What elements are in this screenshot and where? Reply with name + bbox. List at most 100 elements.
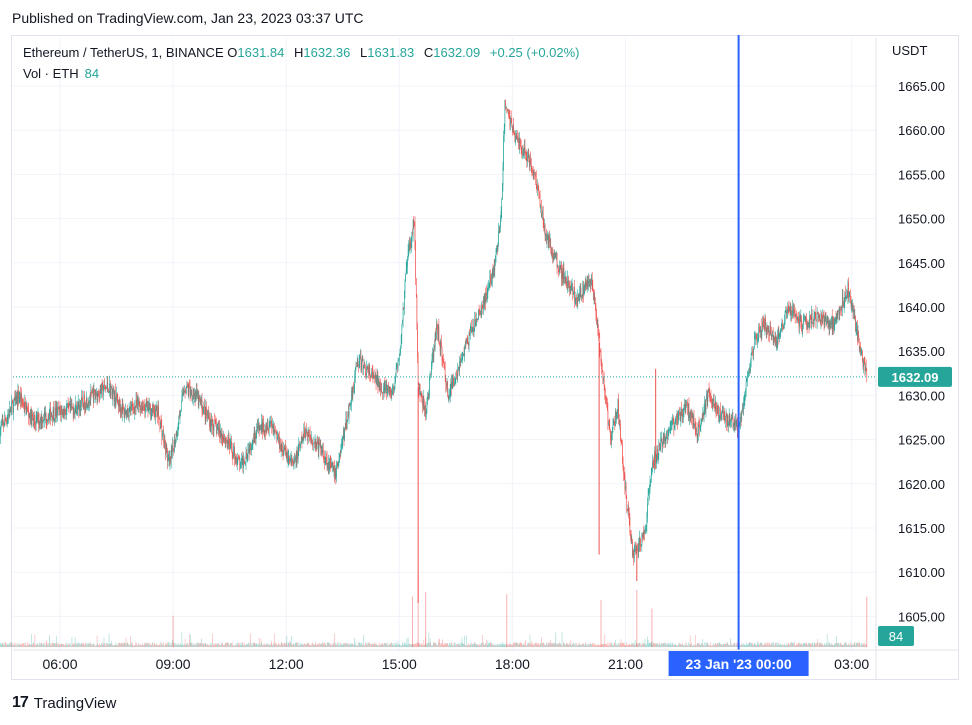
candle-body	[820, 313, 822, 323]
candle-body	[405, 273, 406, 282]
candle-body	[336, 462, 338, 467]
candle-body	[275, 431, 277, 435]
volume-bar	[799, 643, 800, 647]
volume-bar	[224, 643, 226, 647]
candle-body	[802, 327, 803, 331]
volume-bar	[79, 642, 80, 647]
volume-bar	[550, 640, 552, 647]
candle-body	[230, 441, 232, 445]
volume-bar	[502, 644, 504, 647]
tradingview-brand[interactable]: 17 TradingView	[12, 694, 116, 712]
candle-body	[35, 416, 37, 426]
volume-bar	[449, 642, 450, 647]
candle-body	[285, 447, 286, 451]
volume-bar	[69, 645, 71, 647]
candle-body	[531, 166, 533, 170]
volume-peak-bar	[866, 596, 868, 647]
volume-bar	[683, 645, 684, 647]
volume-bar	[837, 643, 839, 647]
candle-body	[43, 412, 45, 421]
candle-body	[651, 468, 653, 475]
candle-body	[455, 374, 457, 380]
symbol-name[interactable]: Ethereum / TetherUS, 1, BINANCE	[23, 45, 224, 60]
candle-body	[219, 430, 221, 438]
volume-bar	[365, 642, 366, 647]
candle-body	[103, 391, 104, 396]
candle-body	[58, 407, 60, 411]
candle-body	[580, 288, 582, 297]
candle-body	[27, 408, 28, 409]
volume-bar	[248, 642, 249, 647]
volume-bar	[358, 642, 360, 647]
candle-body	[153, 406, 155, 413]
volume-bar	[446, 643, 447, 647]
candle-body	[639, 537, 641, 545]
candle-body	[757, 338, 758, 342]
volume-peak-bar	[600, 600, 602, 647]
candle-body	[826, 323, 827, 325]
volume-bar	[770, 643, 772, 647]
volume-bar	[828, 644, 830, 647]
volume-bar	[439, 642, 441, 647]
candle-body	[510, 118, 511, 126]
candle-body	[393, 388, 395, 389]
candle-body	[72, 407, 74, 416]
volume-bar	[618, 645, 620, 647]
volume-bar	[342, 644, 344, 647]
volume-bar	[187, 642, 188, 647]
volume-bar	[414, 644, 415, 647]
volume-bar	[162, 643, 164, 647]
chart-frame[interactable]	[11, 35, 959, 680]
volume-bar	[136, 642, 137, 647]
candle-body	[425, 405, 426, 415]
volume-bar	[360, 643, 361, 647]
volume-value: 84	[84, 66, 100, 81]
volume-bar	[181, 632, 183, 647]
volume-bar	[602, 643, 604, 647]
candle-body	[158, 406, 159, 419]
candle-body	[43, 420, 44, 422]
candle-body	[556, 252, 558, 268]
volume-bar	[401, 645, 403, 647]
candle-body	[102, 384, 104, 396]
volume-bar	[583, 643, 584, 647]
candle-body	[475, 322, 477, 326]
candle-body	[791, 313, 793, 315]
candle-body	[248, 448, 249, 451]
candle-body	[243, 458, 245, 462]
candle-body	[495, 255, 496, 262]
volume-bar	[734, 643, 736, 647]
volume-bar	[529, 644, 530, 647]
volume-label[interactable]: Vol · ETH	[23, 66, 79, 81]
volume-peak-bar	[651, 608, 653, 647]
candle-body	[810, 317, 812, 324]
candle-body	[44, 412, 46, 417]
volume-bar	[167, 643, 169, 647]
candle-body	[37, 415, 38, 422]
volume-bar	[437, 642, 439, 647]
candle-body	[378, 380, 379, 387]
candle-body	[520, 143, 522, 147]
volume-bar	[851, 643, 852, 647]
high-label: H	[294, 45, 304, 60]
candle-body	[135, 399, 137, 408]
volume-bar	[594, 643, 596, 647]
volume-bar	[405, 643, 406, 647]
candle-body	[434, 345, 435, 350]
volume-bar	[144, 642, 146, 647]
volume-bar	[863, 642, 865, 647]
volume-bar	[300, 644, 301, 647]
volume-bar	[412, 644, 414, 647]
candle-body	[310, 437, 312, 441]
candle-body	[467, 340, 469, 343]
candle-body	[178, 416, 180, 429]
volume-bar	[591, 644, 593, 647]
volume-bar	[250, 633, 251, 647]
candle-body	[224, 438, 226, 442]
candle-body	[7, 416, 9, 419]
candle-body	[15, 394, 16, 401]
volume-bar	[571, 643, 573, 647]
candle-body	[327, 466, 328, 468]
volume-bar	[818, 645, 819, 647]
